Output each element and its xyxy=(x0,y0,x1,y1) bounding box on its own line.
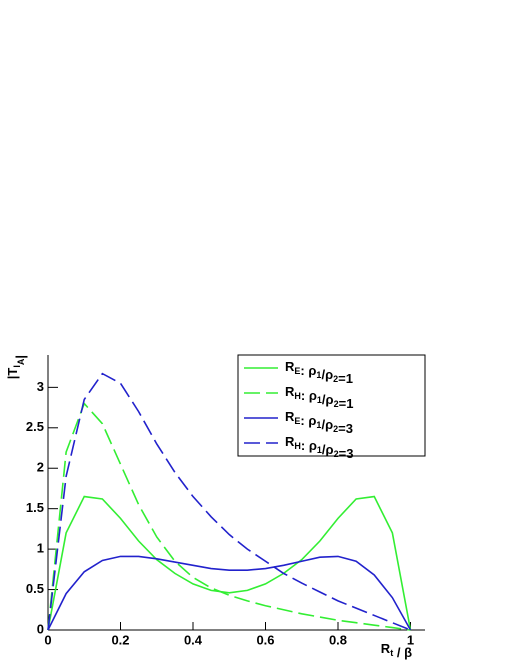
y-tick-label: 1 xyxy=(37,541,44,556)
x-axis-label: Rt / β xyxy=(381,641,412,660)
series-line xyxy=(47,495,412,631)
x-tick-label: 0.6 xyxy=(256,632,274,647)
y-tick-label: 3 xyxy=(37,379,44,394)
series-line xyxy=(47,555,412,631)
series-line xyxy=(47,372,411,631)
y-tick-label: 2 xyxy=(37,460,44,475)
x-tick-label: 0 xyxy=(44,632,51,647)
x-tick-label: 0.4 xyxy=(184,632,203,647)
legend-label: RE: ρ1/ρ2=3 xyxy=(285,409,353,436)
legend-label: RH: ρ1/ρ2=3 xyxy=(285,434,353,461)
y-tick-label: 0 xyxy=(37,621,44,636)
x-tick-label: 0.2 xyxy=(111,632,129,647)
y-tick-label: 2.5 xyxy=(26,419,44,434)
y-tick-label: 1.5 xyxy=(26,500,44,515)
y-axis-label: |TIA| xyxy=(5,355,28,379)
x-tick-label: 1 xyxy=(407,632,414,647)
legend-box xyxy=(237,354,426,457)
legend-label: RH: ρ1/ρ2=1 xyxy=(285,384,353,411)
x-tick-label: 0.8 xyxy=(329,632,347,647)
y-tick-label: 0.5 xyxy=(26,581,44,596)
legend-label: RE: ρ1/ρ2=1 xyxy=(285,359,353,386)
series-line xyxy=(47,402,411,631)
